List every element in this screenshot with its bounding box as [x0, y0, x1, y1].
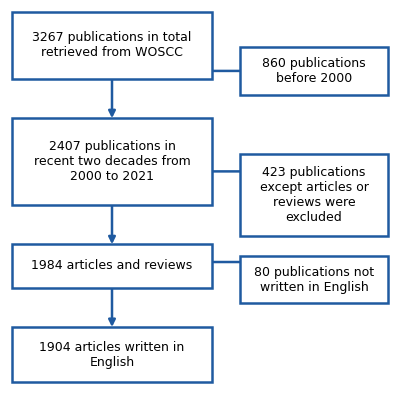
FancyBboxPatch shape [240, 256, 388, 303]
Text: 3267 publications in total
retrieved from WOSCC: 3267 publications in total retrieved fro… [32, 31, 192, 59]
FancyBboxPatch shape [12, 244, 212, 288]
FancyBboxPatch shape [12, 12, 212, 79]
Text: 423 publications
except articles or
reviews were
excluded: 423 publications except articles or revi… [260, 166, 368, 224]
Text: 80 publications not
written in English: 80 publications not written in English [254, 266, 374, 294]
FancyBboxPatch shape [12, 327, 212, 382]
Text: 860 publications
before 2000: 860 publications before 2000 [262, 57, 366, 85]
Text: 2407 publications in
recent two decades from
2000 to 2021: 2407 publications in recent two decades … [34, 140, 190, 183]
FancyBboxPatch shape [240, 47, 388, 95]
Text: 1904 articles written in
English: 1904 articles written in English [39, 340, 185, 369]
FancyBboxPatch shape [12, 118, 212, 205]
FancyBboxPatch shape [240, 154, 388, 236]
Text: 1984 articles and reviews: 1984 articles and reviews [31, 260, 193, 272]
